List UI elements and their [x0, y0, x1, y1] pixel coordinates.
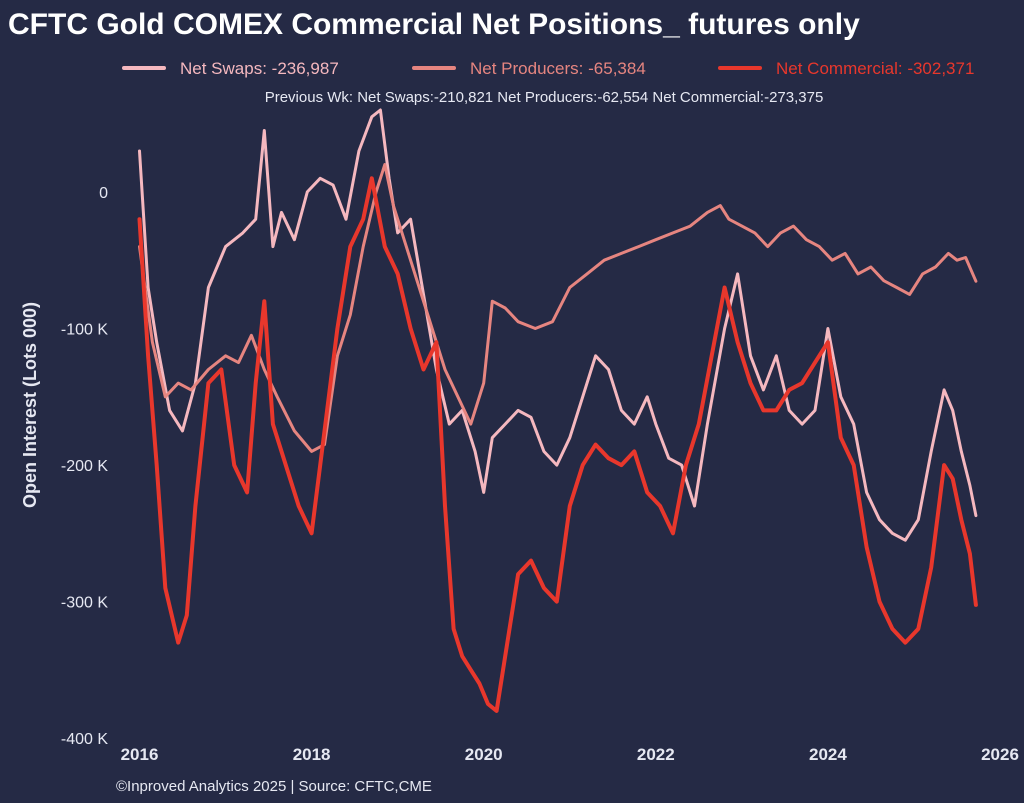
legend-separator: : [579, 59, 588, 78]
legend-series-name: Net Producers [470, 59, 579, 78]
series-line-net-swaps [138, 108, 978, 542]
legend-series-name: Net Commercial [776, 59, 898, 78]
y-tick-label: -300 K [61, 595, 108, 612]
y-tick-label: -400 K [61, 731, 108, 748]
y-axis: 0 -100 K -200 K -300 K -400 K [61, 185, 108, 748]
plot-area [137, 108, 978, 713]
source-note: ©Inproved Analytics 2025 | Source: CFTC,… [116, 778, 432, 795]
y-tick-label: -100 K [61, 321, 108, 338]
y-axis-label: Open Interest (Lots 000) [20, 302, 40, 508]
series-line-net-producers [138, 163, 978, 453]
legend-entry: Net Producers: -65,384 [470, 59, 646, 78]
legend-entry: Net Commercial: -302,371 [776, 59, 974, 78]
y-tick-label: -200 K [61, 458, 108, 475]
legend-series-value: -65,384 [588, 59, 646, 78]
legend-separator: : [262, 59, 271, 78]
x-tick-label: 2022 [637, 745, 675, 764]
series-line-net-commercial [137, 176, 978, 713]
y-tick-label: 0 [99, 185, 108, 202]
chart-title: CFTC Gold COMEX Commercial Net Positions… [8, 8, 860, 41]
x-axis: 2016 2018 2020 2022 2024 2026 [121, 745, 1019, 764]
x-tick-label: 2020 [465, 745, 503, 764]
x-tick-label: 2024 [809, 745, 847, 764]
legend-entry: Net Swaps: -236,987 [180, 59, 339, 78]
legend: Net Swaps: -236,987 Net Producers: -65,38… [122, 59, 974, 78]
chart-subtitle: Previous Wk: Net Swaps:-210,821 Net Prod… [265, 89, 824, 106]
x-tick-label: 2018 [293, 745, 331, 764]
legend-series-value: -236,987 [272, 59, 339, 78]
legend-series-value: -302,371 [907, 59, 974, 78]
x-tick-label: 2026 [981, 745, 1019, 764]
legend-separator: : [898, 59, 907, 78]
legend-series-name: Net Swaps [180, 59, 262, 78]
x-tick-label: 2016 [121, 745, 159, 764]
